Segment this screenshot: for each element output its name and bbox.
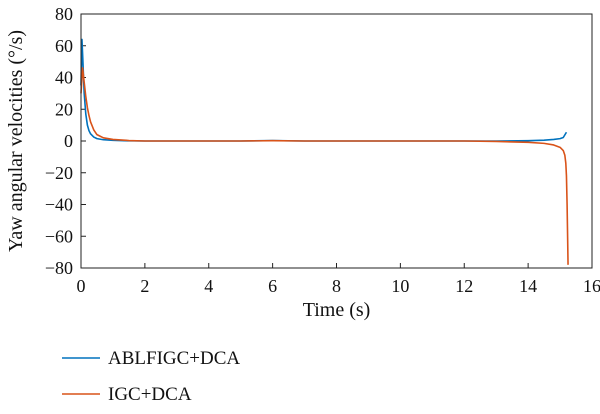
x-tick-label: 12 [455, 276, 473, 296]
y-tick-label: 80 [55, 4, 73, 24]
x-tick-labels: 0 2 4 6 8 10 12 14 16 [77, 276, 600, 296]
y-tick-labels: 80 60 40 20 0 −20 −40 −60 −80 [45, 4, 73, 278]
y-tick-label: −40 [45, 195, 73, 215]
y-tick-label: 60 [55, 36, 73, 56]
y-tick-label: 20 [55, 99, 73, 119]
x-tick-label: 2 [140, 276, 149, 296]
y-tick-label: −60 [45, 226, 73, 246]
x-tick-label: 14 [519, 276, 537, 296]
y-tick-label: 40 [55, 68, 73, 88]
y-axis-label: Yaw angular velocities (°/s) [5, 30, 27, 252]
legend: ABLFIGC+DCA IGC+DCA [62, 348, 240, 405]
x-tick-label: 10 [391, 276, 409, 296]
y-tick-label: −20 [45, 163, 73, 183]
series-line-igc-dca [80, 67, 569, 265]
plot-area-frame [80, 13, 593, 269]
x-tick-label: 16 [583, 276, 600, 296]
y-tick-label: −80 [45, 258, 73, 278]
x-tick-label: 0 [77, 276, 86, 296]
x-tick-label: 4 [204, 276, 213, 296]
legend-label-igc-dca: IGC+DCA [108, 384, 192, 405]
y-tick-label: 0 [64, 131, 73, 151]
x-axis-label: Time (s) [303, 299, 371, 321]
x-tick-label: 6 [268, 276, 277, 296]
series-layer [80, 38, 569, 265]
x-tick-label: 8 [332, 276, 341, 296]
legend-label-ablfigc-dca: ABLFIGC+DCA [108, 348, 240, 369]
series-line-ablfigc-dca [80, 38, 568, 142]
